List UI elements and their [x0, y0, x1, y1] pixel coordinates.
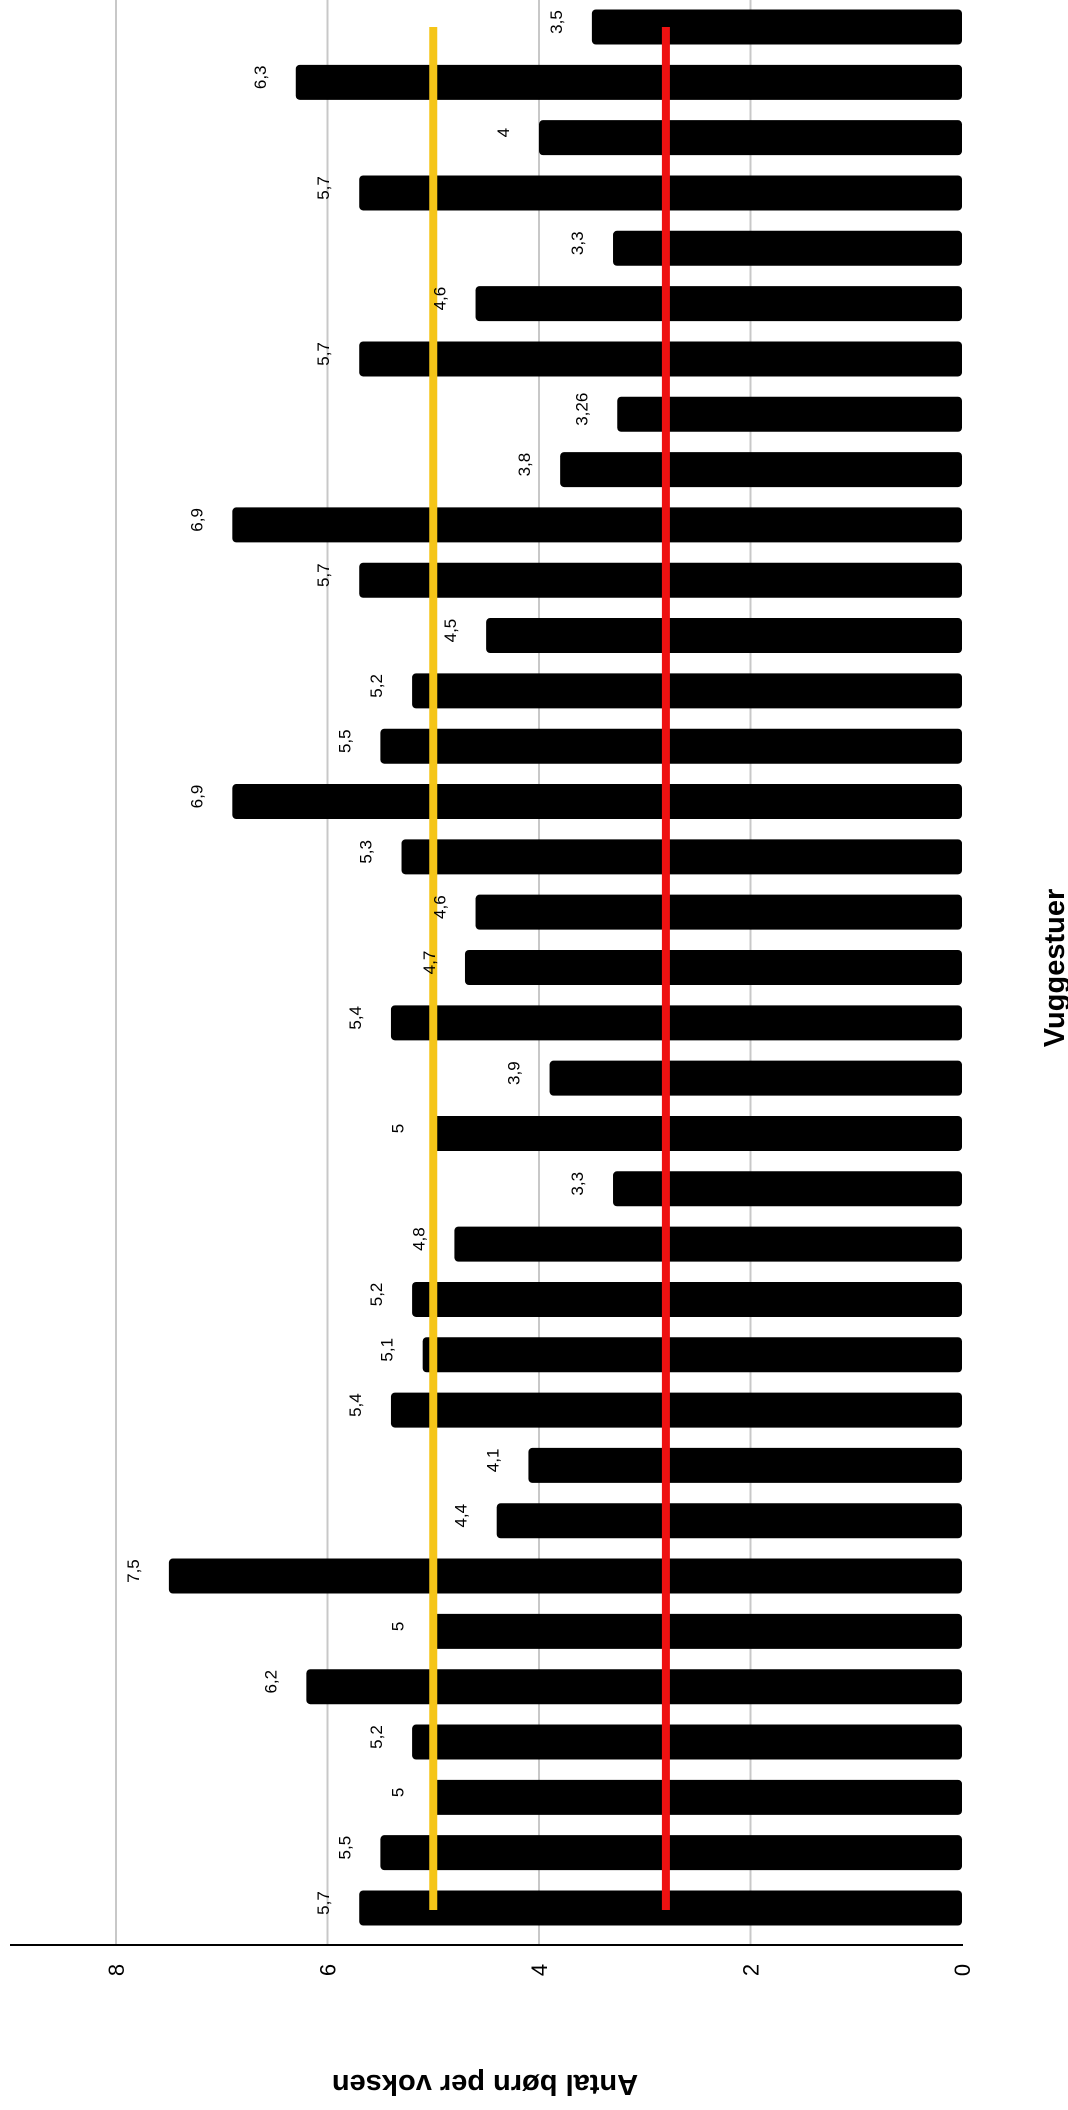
bar — [528, 1447, 962, 1483]
data-label: 6,9 — [187, 785, 206, 809]
data-label: 3,3 — [568, 231, 587, 255]
bars — [168, 9, 963, 1926]
data-label: 5,4 — [346, 1006, 365, 1030]
bar — [306, 1669, 963, 1705]
tick-label: 2 — [739, 1964, 764, 1976]
bar — [613, 1171, 962, 1207]
tick-label: 4 — [527, 1964, 552, 1976]
bar — [433, 1779, 962, 1815]
bar — [390, 1005, 962, 1041]
data-label: 4,4 — [452, 1504, 471, 1528]
data-label: 6,3 — [251, 66, 270, 90]
reference-lines — [429, 27, 670, 1910]
data-label: 5,7 — [314, 176, 333, 200]
bar — [412, 1724, 963, 1760]
data-label: 5,2 — [367, 1283, 386, 1307]
bar — [454, 1226, 962, 1262]
data-label: 3,9 — [505, 1061, 524, 1085]
bar — [359, 562, 963, 598]
bar — [464, 950, 962, 985]
bar — [433, 1613, 962, 1649]
data-label: 4,7 — [420, 951, 439, 975]
data-label: 4 — [494, 128, 513, 137]
bar — [549, 1060, 962, 1096]
data-label: 3,26 — [572, 393, 591, 426]
bar — [380, 1835, 962, 1871]
data-label: 5,2 — [367, 1725, 386, 1749]
data-label: 3,8 — [515, 453, 534, 477]
data-label: 4,1 — [483, 1449, 502, 1473]
bar — [591, 9, 962, 45]
bar — [295, 64, 962, 100]
bar — [168, 1558, 962, 1594]
data-label: 4,8 — [409, 1227, 428, 1251]
bar — [232, 784, 962, 820]
data-label: 5,7 — [314, 342, 333, 366]
data-label: 5 — [388, 1788, 407, 1797]
data-label: 5,5 — [335, 729, 354, 753]
tick-label: 8 — [104, 1964, 129, 1976]
bar — [359, 341, 963, 377]
data-label: 3,5 — [547, 10, 566, 34]
bar — [390, 1392, 962, 1428]
bar — [539, 120, 962, 156]
bar — [380, 728, 962, 764]
bar — [560, 452, 962, 488]
bar — [359, 1890, 963, 1926]
data-label: 7,5 — [124, 1559, 143, 1583]
y-axis-title: Antal børn per voksen — [332, 2068, 638, 2100]
data-label: 6,9 — [187, 508, 206, 532]
data-label: 5 — [388, 1124, 407, 1133]
bar — [232, 507, 962, 543]
bar — [613, 230, 962, 266]
bar — [617, 396, 962, 432]
data-label: 6,2 — [261, 1670, 280, 1694]
bar — [422, 1337, 962, 1373]
bar — [401, 839, 962, 875]
data-label: 3,3 — [568, 1172, 587, 1196]
data-label: 4,6 — [431, 287, 450, 311]
bar — [475, 894, 962, 930]
data-label: 5,3 — [357, 840, 376, 864]
tick-label: 0 — [950, 1964, 975, 1976]
data-label: 4,5 — [441, 619, 460, 643]
data-label: 5,7 — [314, 1891, 333, 1915]
bar — [475, 286, 962, 322]
bar — [412, 1281, 963, 1317]
bar — [433, 1115, 962, 1151]
data-label: 5 — [388, 1622, 407, 1631]
axes: 0 2 4 6 8 — [10, 1944, 975, 1976]
data-label: 5,7 — [314, 563, 333, 587]
x-axis-title: Vuggestuer — [1039, 889, 1068, 1047]
bar — [359, 175, 963, 211]
bar — [486, 618, 962, 654]
data-label: 5,2 — [367, 674, 386, 698]
bar — [496, 1503, 962, 1539]
data-label: 5,4 — [346, 1393, 365, 1417]
bar — [412, 673, 963, 709]
data-label: 5,1 — [378, 1338, 397, 1362]
value-labels: 5,7 5,5 5 5,2 6,2 5 7,5 4,4 4,1 5,4 5,1 5,2 4,8 3,3 5 3… — [124, 10, 591, 1915]
tick-label: 6 — [316, 1964, 341, 1976]
data-label: 5,5 — [335, 1836, 354, 1860]
data-label: 4,6 — [431, 895, 450, 919]
